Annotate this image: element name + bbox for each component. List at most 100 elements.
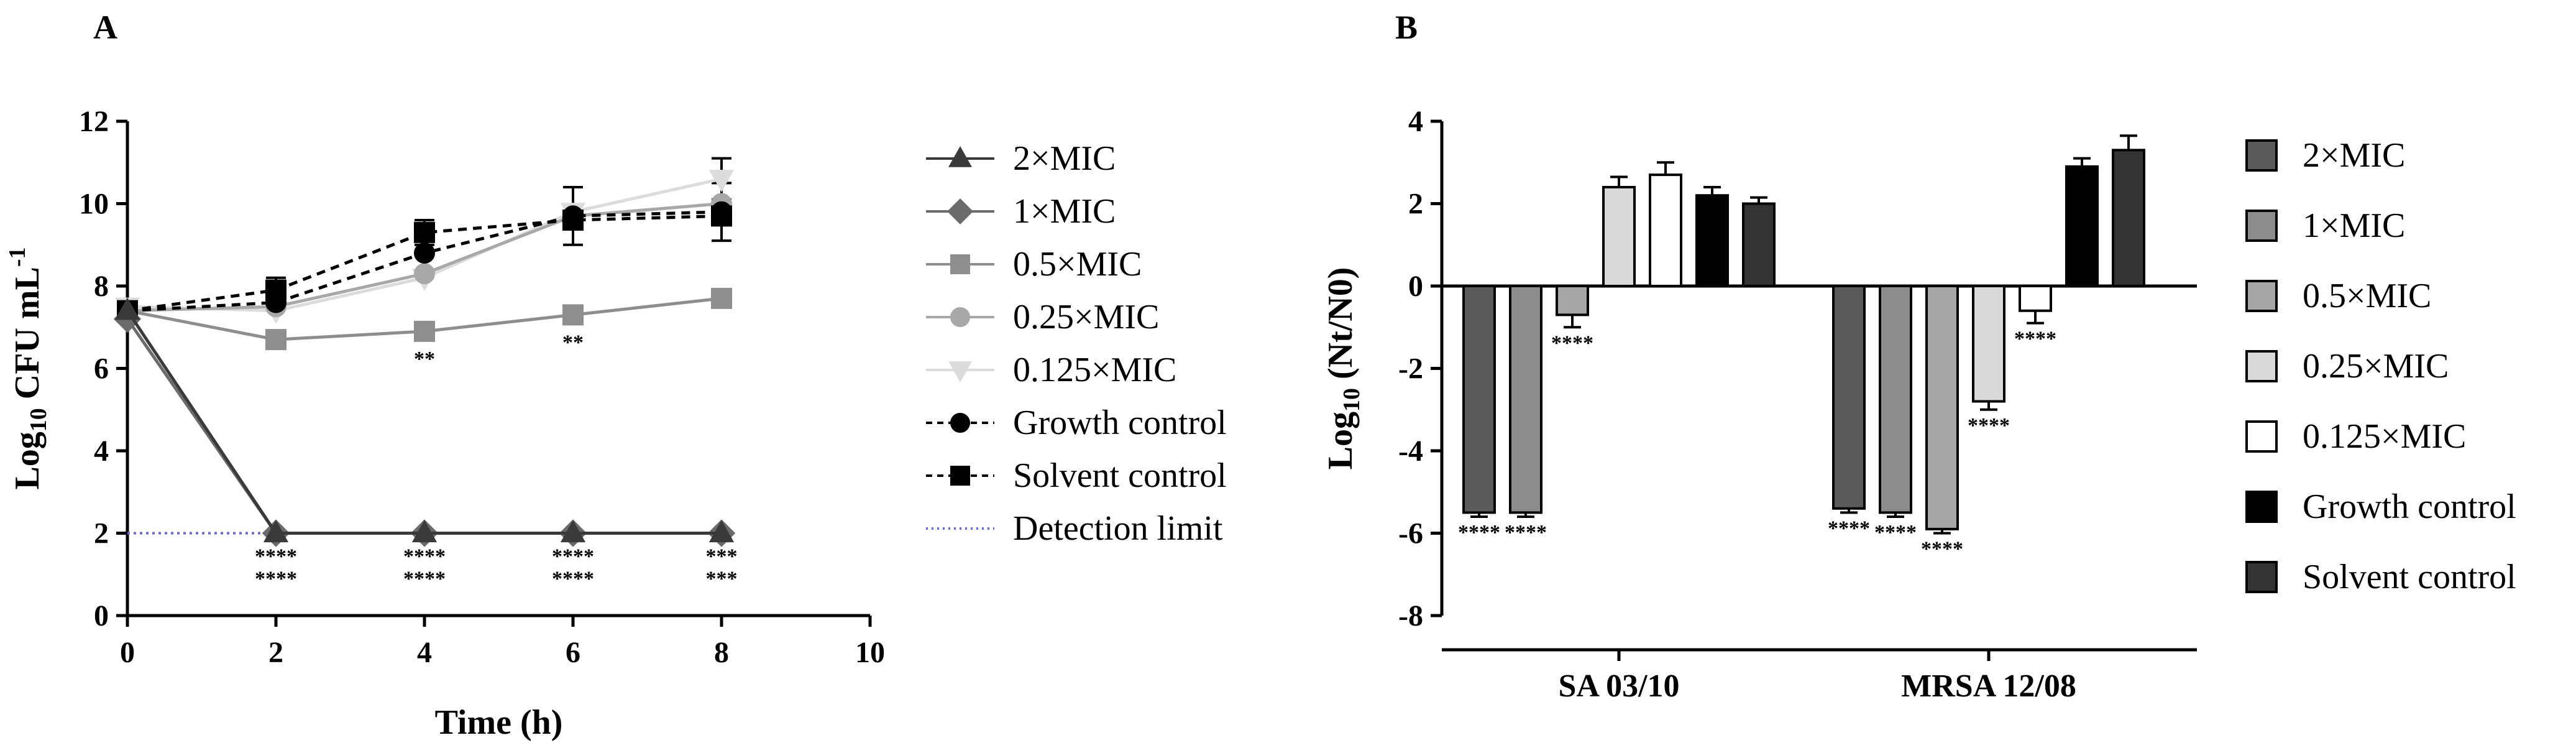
legend-label: Detection limit	[1013, 509, 1223, 548]
y-tick-label: 6	[94, 353, 109, 386]
significance-label: **	[414, 348, 435, 371]
x-tick-label: 0	[120, 636, 135, 669]
panel-b-plot: **** ************ ****************	[1458, 134, 2145, 561]
significance-label: ****	[1828, 517, 1870, 540]
data-point	[263, 520, 289, 543]
bar	[2019, 285, 2052, 312]
panel-b: B 4 2 0 -2 -4 -6 -8 Log10 (Nt/N0) SA 03/10 MRSA 1…	[1321, 9, 2516, 704]
y-tick-label: -6	[1398, 517, 1423, 550]
legend-label: 1×MIC	[2303, 206, 2405, 245]
y-tick-label: -2	[1398, 353, 1423, 386]
y-tick-label: 4	[94, 435, 109, 468]
x-tick-label: 2	[268, 636, 283, 669]
data-point	[711, 205, 732, 227]
legend-item: 1×MIC	[2245, 206, 2405, 245]
legend-item: 0.25×MIC	[2245, 347, 2449, 386]
legend-swatch	[2245, 561, 2278, 593]
legend-item: 2×MIC	[926, 139, 1116, 178]
data-point	[711, 287, 732, 309]
legend-label: 0.125×MIC	[1013, 351, 1176, 389]
y-tick-label: 4	[1408, 105, 1423, 138]
bar	[1879, 285, 1912, 514]
legend-swatch	[2245, 280, 2278, 312]
legend-label: 0.25×MIC	[2303, 347, 2449, 386]
series-line	[126, 310, 722, 535]
legend-label: 2×MIC	[1013, 139, 1116, 178]
panel-b-legend: 2×MIC 1×MIC 0.5×MIC 0.25×MIC 0.125×MIC Growth…	[2245, 136, 2516, 596]
legend-item: Growth control	[926, 404, 1227, 442]
y-tick-label: 0	[1408, 270, 1423, 303]
significance-label: ****	[552, 545, 594, 568]
data-point	[414, 263, 435, 285]
legend-label: Solvent control	[1013, 456, 1227, 495]
category-label: SA 03/10	[1558, 668, 1679, 704]
significance-label: ****	[1551, 331, 1593, 354]
y-tick-label: 2	[94, 517, 109, 550]
bar	[1602, 186, 1636, 287]
y-tick-label: 8	[94, 270, 109, 303]
y-title-sub: 10	[25, 408, 52, 432]
data-point	[411, 520, 438, 543]
y-axis-title: Log10 CFU mL-1	[4, 247, 52, 489]
y-axis-title: Log10 (Nt/N0)	[1321, 267, 1365, 470]
legend-label: Solvent control	[2303, 558, 2516, 596]
bar	[1649, 173, 1682, 287]
legend-swatch	[2245, 420, 2278, 453]
bar	[1509, 285, 1542, 514]
bar	[1832, 285, 1866, 510]
significance-label: ***	[706, 568, 738, 591]
significance-label: ****	[1874, 521, 1917, 544]
legend-label: 1×MIC	[1013, 192, 1116, 231]
category-label: MRSA 12/08	[1901, 668, 2076, 704]
series-line	[127, 214, 722, 313]
significance-label: ***	[706, 545, 738, 568]
significance-label: ****	[1458, 521, 1500, 544]
legend-marker	[950, 466, 970, 486]
legend-marker	[950, 307, 970, 327]
legend-label: 2×MIC	[2303, 136, 2405, 175]
legend-item: 1×MIC	[926, 192, 1116, 231]
significance-label: **	[562, 331, 584, 354]
panel-a-legend: 2×MIC 1×MIC 0.5×MIC 0.25×MIC 0.125×MIC Growth…	[926, 139, 1227, 548]
panel-b-letter: B	[1395, 9, 1418, 46]
significance-label: ****	[1505, 521, 1547, 544]
legend-item: Solvent control	[2245, 558, 2516, 596]
significance-label: ****	[1968, 414, 2010, 437]
panel-a-letter: A	[93, 9, 117, 46]
legend-marker	[948, 146, 972, 167]
data-point	[562, 210, 584, 231]
legend-item: 0.25×MIC	[926, 298, 1159, 336]
legend-label: Growth control	[1013, 404, 1227, 442]
legend-swatch	[2245, 350, 2278, 382]
bar	[1925, 285, 1959, 530]
legend-item: 0.125×MIC	[2245, 417, 2466, 456]
significance-label: ****	[255, 568, 297, 591]
legend-item: 0.125×MIC	[926, 351, 1176, 389]
bar	[2065, 165, 2099, 287]
x-axis-title: Time (h)	[435, 703, 563, 742]
y-tick-label: 12	[79, 105, 109, 138]
significance-label: ****	[403, 568, 446, 591]
bar	[1556, 285, 1589, 316]
y-title-sub: 10	[1339, 388, 1365, 412]
x-tick-label: 4	[417, 636, 432, 669]
bar	[2112, 149, 2145, 287]
significance-label: ****	[403, 545, 446, 568]
significance-label: ****	[2014, 328, 2056, 351]
legend-item: Solvent control	[926, 456, 1227, 495]
y-tick-label: 0	[94, 599, 109, 632]
bar	[1695, 194, 1729, 287]
y-title-main: Log	[8, 432, 47, 489]
legend-item: 2×MIC	[2245, 136, 2405, 175]
data-point	[114, 297, 140, 320]
legend-label: 0.125×MIC	[2303, 417, 2466, 456]
data-point	[562, 304, 584, 326]
data-point	[265, 279, 286, 301]
y-title-rest: (Nt/N0)	[1321, 267, 1360, 388]
data-point	[708, 520, 735, 543]
data-point	[414, 221, 435, 243]
significance-label: ****	[1921, 538, 1963, 561]
y-title-sup: -1	[4, 247, 30, 267]
significance-label: ****	[255, 545, 297, 568]
